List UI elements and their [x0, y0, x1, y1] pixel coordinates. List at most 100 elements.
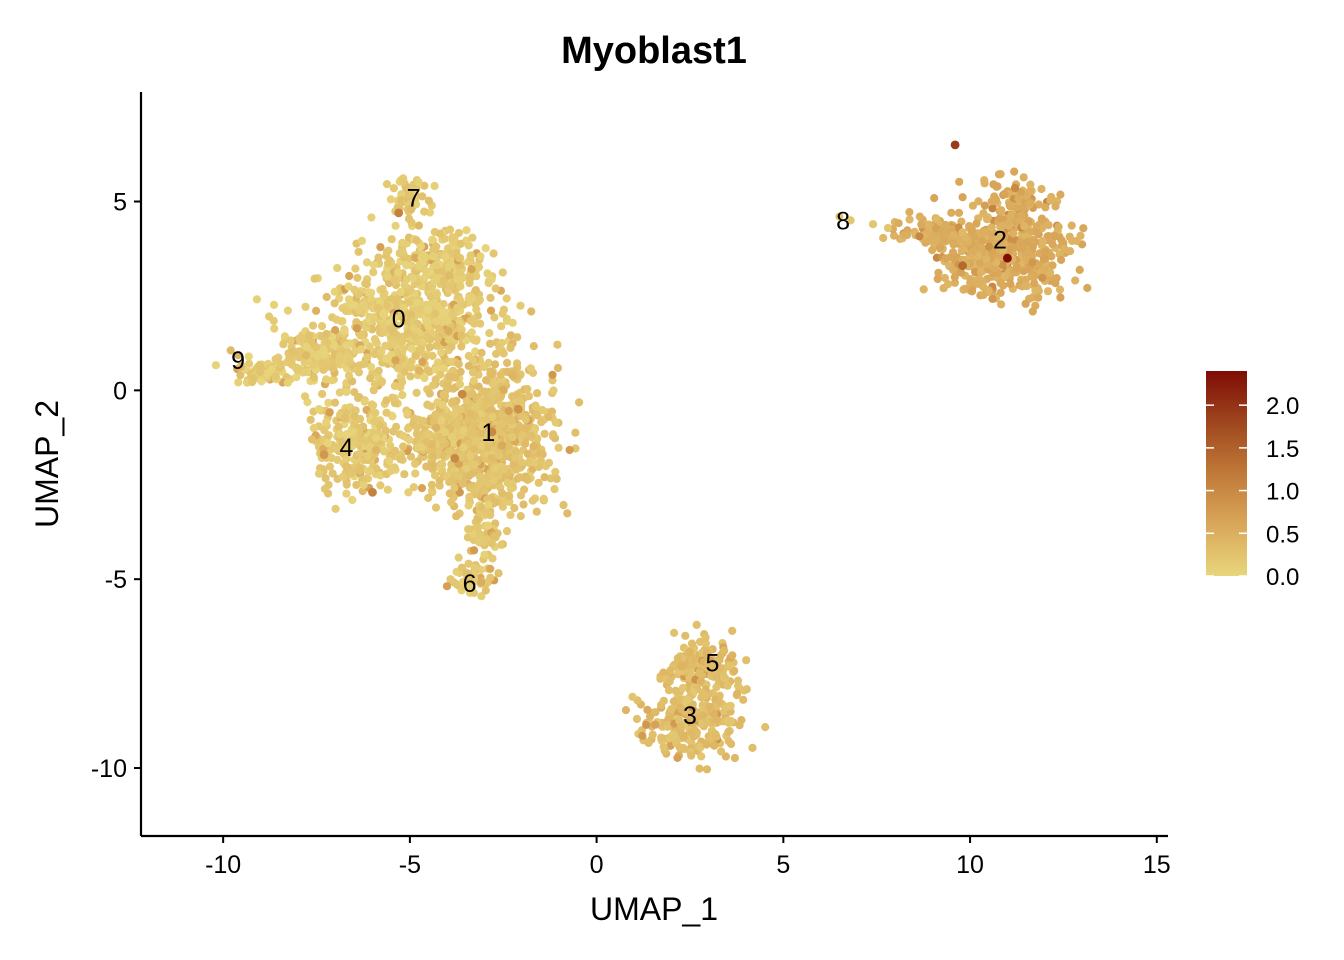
colorbar-label: 1.5	[1266, 436, 1299, 463]
cell-point	[360, 397, 369, 406]
cell-point	[226, 346, 235, 355]
cell-point	[1010, 167, 1019, 176]
cell-point	[648, 730, 657, 739]
cell-point	[357, 236, 366, 245]
cell-point	[464, 361, 473, 371]
cell-point	[1041, 248, 1050, 257]
cell-point	[280, 332, 289, 341]
cell-point	[428, 460, 437, 469]
cell-point	[879, 233, 888, 243]
cell-point	[1037, 184, 1046, 194]
colorbar-label: 0.0	[1266, 564, 1299, 591]
cell-point	[295, 347, 304, 356]
cell-point	[687, 728, 696, 737]
cell-point	[835, 212, 844, 221]
cell-point	[315, 469, 324, 478]
cell-point	[430, 309, 440, 318]
cell-point	[400, 280, 409, 289]
cell-point	[322, 375, 331, 384]
cell-point	[894, 219, 903, 228]
cell-point	[367, 213, 376, 222]
cell-point	[381, 426, 390, 435]
cell-point	[469, 335, 478, 344]
cell-point	[344, 371, 354, 380]
cell-point	[1030, 279, 1039, 288]
cell-point	[486, 564, 495, 574]
cell-point	[330, 299, 339, 308]
cell-point	[490, 532, 499, 541]
cell-point	[571, 428, 580, 437]
cell-point	[406, 363, 415, 372]
cell-point	[418, 192, 427, 201]
cell-point	[1028, 307, 1037, 316]
cell-point	[415, 366, 424, 375]
cell-point	[467, 265, 476, 274]
cell-point	[530, 425, 539, 434]
cell-point	[499, 349, 508, 358]
cell-point	[466, 251, 475, 260]
cell-point	[428, 235, 437, 244]
cell-point	[374, 366, 383, 375]
cell-point	[563, 509, 572, 518]
cell-point	[553, 340, 562, 349]
cell-point	[464, 501, 473, 510]
cell-point	[489, 386, 498, 395]
cell-point	[318, 389, 327, 399]
cell-point	[429, 245, 438, 255]
cell-point	[407, 357, 416, 366]
cell-point	[552, 474, 561, 483]
colorbar-label: 0.5	[1266, 521, 1299, 548]
cell-point	[425, 343, 434, 352]
cell-point	[406, 205, 415, 214]
cell-point	[390, 314, 399, 323]
cell-point	[442, 582, 452, 591]
cell-point	[470, 444, 479, 454]
cell-point	[483, 521, 493, 530]
cell-point	[968, 201, 978, 210]
cell-point	[725, 661, 734, 670]
cell-point	[470, 428, 479, 437]
cluster-label-3: 3	[683, 702, 697, 730]
cell-point	[1028, 258, 1037, 267]
cell-point	[446, 575, 455, 584]
cell-point	[510, 503, 519, 513]
cell-point	[359, 480, 368, 490]
cell-point	[695, 668, 704, 678]
cell-point	[1010, 184, 1020, 193]
cell-point	[1041, 203, 1050, 212]
cell-point	[435, 433, 444, 442]
cell-point	[728, 626, 737, 636]
cell-point	[954, 208, 964, 217]
cell-point	[371, 433, 381, 443]
cell-point	[698, 701, 707, 710]
cell-point	[431, 261, 441, 270]
cell-point	[1013, 263, 1022, 272]
cell-point	[484, 435, 493, 444]
cell-point	[1026, 199, 1035, 208]
cell-point	[497, 322, 506, 331]
cell-point	[1071, 276, 1080, 285]
cell-point	[527, 431, 536, 440]
cell-point	[448, 233, 457, 242]
cell-point	[696, 743, 705, 752]
cell-point	[398, 247, 407, 256]
cell-point	[348, 495, 357, 505]
cell-point	[354, 368, 364, 377]
cell-point	[341, 441, 350, 450]
cell-point	[645, 712, 655, 721]
cell-point	[490, 313, 499, 322]
cell-point	[687, 639, 697, 648]
cell-point	[671, 686, 680, 695]
cell-point	[371, 445, 381, 454]
cell-point	[980, 228, 989, 237]
cell-point	[1020, 222, 1029, 231]
cell-point	[356, 414, 365, 424]
cell-point	[947, 208, 956, 217]
cell-point	[482, 376, 491, 385]
cell-point	[468, 233, 477, 242]
cell-point	[1032, 222, 1041, 231]
cell-point	[438, 317, 447, 327]
cell-point	[970, 232, 979, 241]
cell-point	[432, 290, 441, 299]
cell-point	[1034, 293, 1043, 302]
